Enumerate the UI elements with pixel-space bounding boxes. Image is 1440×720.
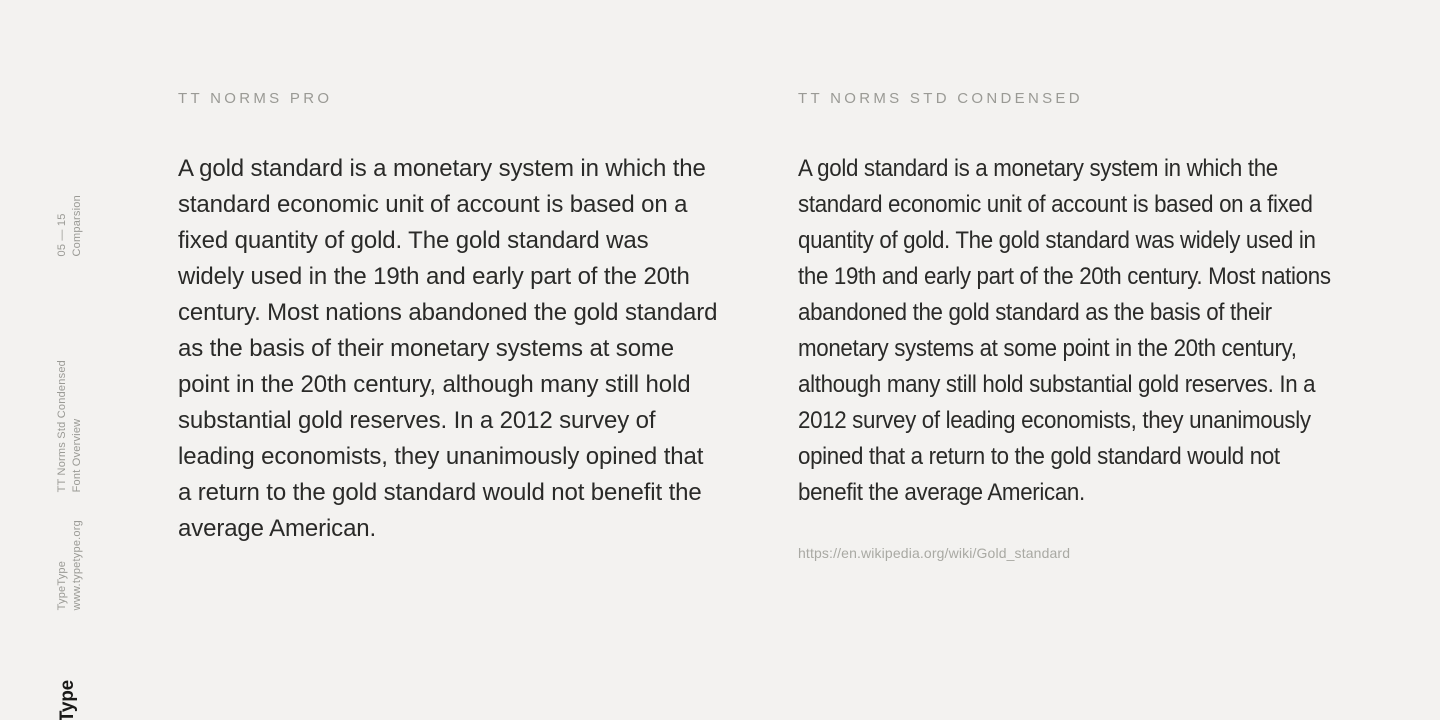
column-left: TT NORMS PRO A gold standard is a moneta… bbox=[178, 90, 718, 561]
page-counter: 05 — 15 bbox=[55, 195, 70, 257]
font-name: TT Norms Std Condensed bbox=[55, 360, 70, 492]
font-subtitle: Font Overview bbox=[70, 360, 85, 492]
page-counter-block: 05 — 15 Comparsion bbox=[55, 195, 85, 257]
foundry-block: TypeType www.typetype.org bbox=[55, 520, 85, 610]
sidebar: 05 — 15 Comparsion TT Norms Std Condense… bbox=[0, 0, 110, 720]
column-right: TT NORMS STD CONDENSED A gold standard i… bbox=[798, 90, 1338, 561]
specimen-text-left: A gold standard is a monetary system in … bbox=[178, 151, 718, 547]
brand-wordmark: TypeType bbox=[55, 680, 81, 720]
source-url: https://en.wikipedia.org/wiki/Gold_stand… bbox=[798, 545, 1338, 561]
column-heading-left: TT NORMS PRO bbox=[178, 90, 718, 107]
foundry-name: TypeType bbox=[55, 520, 70, 610]
comparison-content: TT NORMS PRO A gold standard is a moneta… bbox=[178, 90, 1358, 561]
font-name-block: TT Norms Std Condensed Font Overview bbox=[55, 360, 85, 492]
page-section: Comparsion bbox=[70, 195, 85, 257]
specimen-text-right: A gold standard is a monetary system in … bbox=[798, 151, 1335, 511]
column-heading-right: TT NORMS STD CONDENSED bbox=[798, 90, 1338, 107]
foundry-url: www.typetype.org bbox=[70, 520, 85, 610]
